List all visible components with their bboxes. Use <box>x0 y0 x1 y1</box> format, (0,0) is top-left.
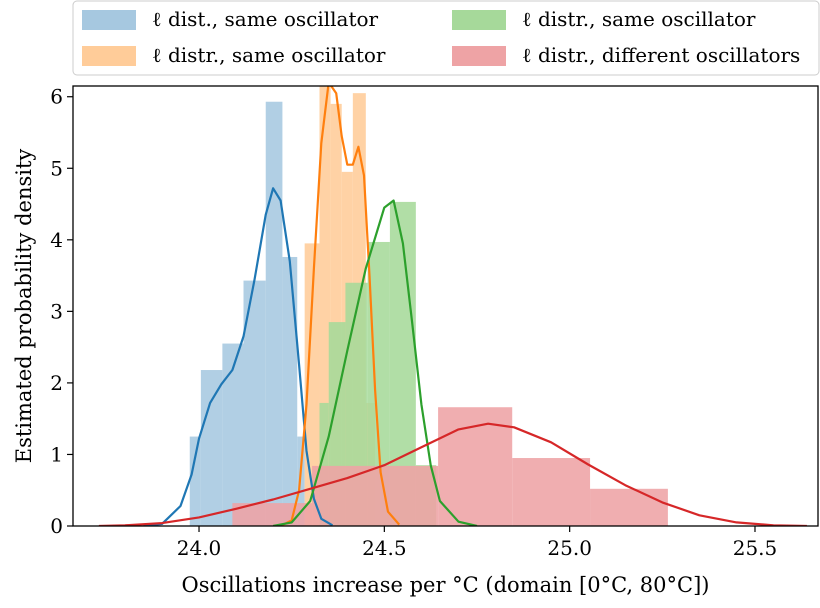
kde-line-s3 <box>272 199 478 526</box>
legend-label-4: ℓ distr., different oscillators <box>522 43 800 67</box>
hist-bar-s1-3 <box>222 343 244 526</box>
legend-label-3: ℓ distr., same oscillator <box>522 7 756 31</box>
hist-bar-s1-2 <box>200 370 223 526</box>
legend-box <box>72 0 820 76</box>
hist-bar-s3-4 <box>367 241 390 526</box>
kde-line-s4 <box>98 422 807 526</box>
y-tick-label: 6 <box>50 85 63 109</box>
hist-bar-s4-2 <box>312 465 439 526</box>
hist-bar-s2-2 <box>319 86 331 526</box>
x-tick-label: 24.0 <box>177 536 222 560</box>
hist-bar-s1-5 <box>265 101 283 526</box>
kde-curves <box>98 86 807 526</box>
hist-bar-s1-1 <box>189 436 201 526</box>
hist-bar-s3-3 <box>345 282 368 526</box>
kde-line-s2 <box>280 86 401 526</box>
y-axis-label: Estimated probability density <box>12 149 36 464</box>
legend-swatch-1 <box>82 10 136 30</box>
y-tick-label: 4 <box>50 228 63 252</box>
hist-bar-s4-4 <box>512 458 591 526</box>
legend-label-1: ℓ dist., same oscillator <box>152 7 379 31</box>
plot-frame <box>72 85 819 527</box>
y-tick-label: 3 <box>50 299 63 323</box>
legend-swatch-4 <box>452 46 506 66</box>
hist-bar-s1-4 <box>243 280 266 526</box>
histogram-bars <box>189 86 668 526</box>
legend-label-2: ℓ distr., same oscillator <box>152 43 386 67</box>
y-tick-label: 5 <box>50 156 63 180</box>
y-tick-label: 0 <box>50 514 63 538</box>
y-tick-label: 2 <box>50 371 63 395</box>
hist-bar-s1-6 <box>282 256 298 526</box>
kde-line-s1 <box>143 187 334 526</box>
hist-bar-s2-1 <box>304 243 320 526</box>
legend: ℓ dist., same oscillator ℓ distr., same o… <box>72 0 820 76</box>
x-axis-label: Oscillations increase per °C (domain [0°… <box>182 573 710 597</box>
hist-bar-s2-3 <box>330 103 342 526</box>
legend-swatch-2 <box>82 46 136 66</box>
hist-bar-s4-5 <box>590 488 668 526</box>
x-tick-label: 24.5 <box>362 536 407 560</box>
x-tick-label: 25.5 <box>733 536 778 560</box>
x-tick-label: 25.0 <box>547 536 592 560</box>
axes: 24.0 24.5 25.0 25.5 0 1 2 3 4 5 6 <box>50 85 777 560</box>
legend-swatch-3 <box>452 10 506 30</box>
hist-bar-s3-1 <box>319 402 329 526</box>
y-tick-label: 1 <box>50 442 63 466</box>
